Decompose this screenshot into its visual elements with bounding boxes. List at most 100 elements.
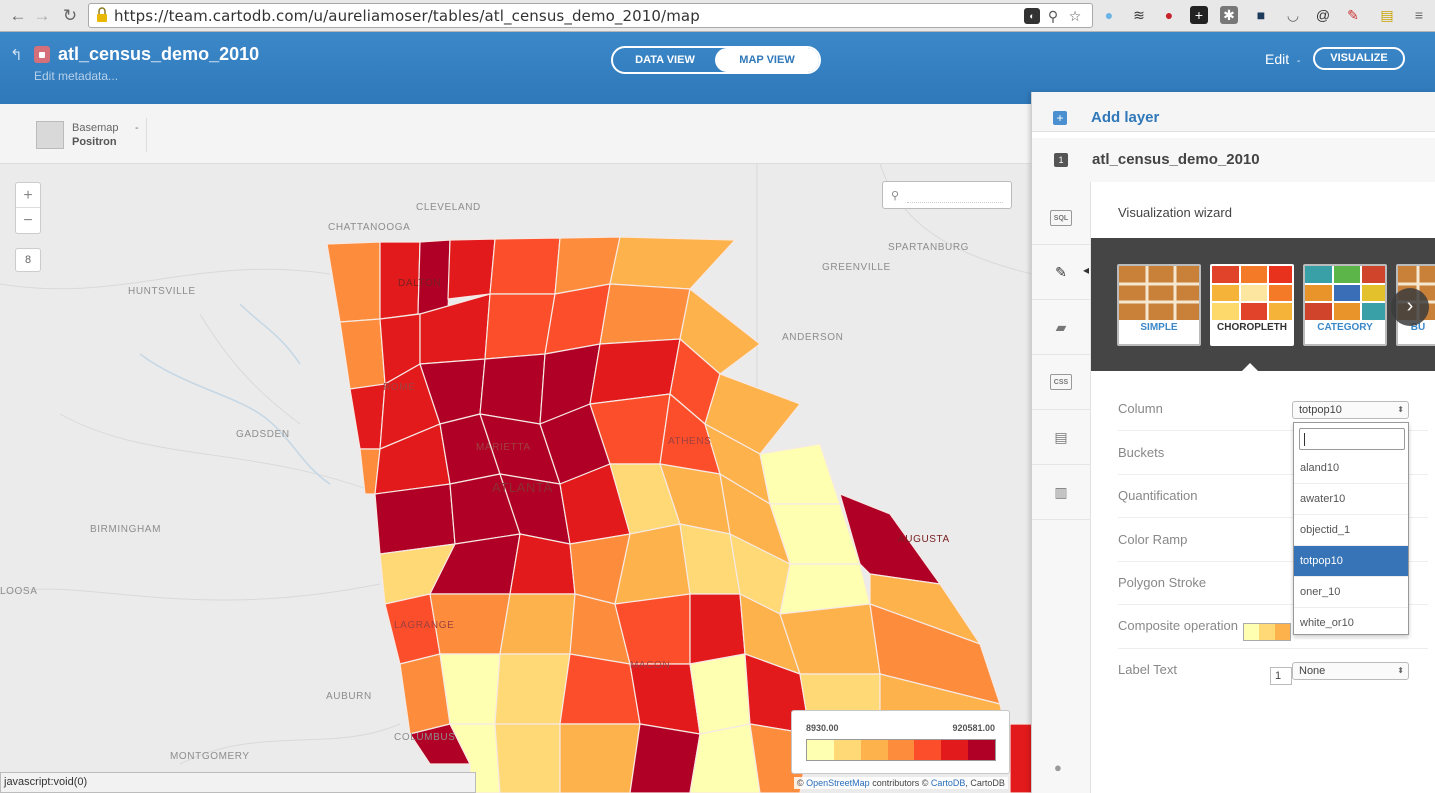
color-ramp-picker[interactable] bbox=[1243, 623, 1291, 641]
basemap-value[interactable]: Positron bbox=[72, 136, 117, 148]
city-label: SPARTANBURG bbox=[888, 242, 970, 253]
lock-ext-icon[interactable]: ■ bbox=[1256, 7, 1266, 23]
legend-icon[interactable]: ▤ bbox=[1054, 429, 1068, 445]
choropleth-tile[interactable]: CHOROPLETH bbox=[1210, 264, 1294, 346]
label-text-select[interactable]: None ⬍ bbox=[1292, 662, 1409, 680]
star-icon[interactable]: ☆ bbox=[1068, 8, 1082, 24]
visualization-type-carousel: SIMPLE CHOROPLETH bbox=[1091, 238, 1435, 372]
layer-number-badge: 1 bbox=[1054, 153, 1068, 167]
city-label: BIRMINGHAM bbox=[90, 524, 161, 535]
dropdown-option-selected[interactable]: totpop10 bbox=[1294, 546, 1408, 577]
dropdown-option[interactable]: aland10 bbox=[1294, 453, 1408, 484]
county-polygons[interactable] bbox=[326, 236, 1032, 793]
map-canvas[interactable]: CHATTANOOGA CLEVELAND SPARTANBURG GREENV… bbox=[0, 164, 1032, 793]
puzzle-icon[interactable]: ✱ bbox=[1220, 6, 1238, 24]
label-text-label: Label Text bbox=[1118, 662, 1178, 677]
property-divider bbox=[1118, 604, 1428, 605]
simple-tile[interactable]: SIMPLE bbox=[1117, 264, 1201, 346]
drop-icon[interactable]: ● bbox=[1104, 7, 1114, 23]
layer-header[interactable]: 1 atl_census_demo_2010 bbox=[1032, 138, 1435, 182]
app-header: ↰ atl_census_demo_2010 Edit metadata... … bbox=[0, 32, 1435, 104]
edit-menu-label: Edit bbox=[1265, 51, 1290, 67]
dropdown-option[interactable]: awater10 bbox=[1294, 484, 1408, 515]
city-label: ROME bbox=[383, 382, 416, 393]
simple-tile-label: SIMPLE bbox=[1140, 322, 1178, 333]
ramp-swatch bbox=[1259, 624, 1275, 640]
osm-link[interactable]: OpenStreetMap bbox=[806, 778, 870, 788]
warning-lock-icon bbox=[97, 7, 107, 22]
add-layer-plus-icon: + bbox=[1053, 111, 1067, 125]
edit-menu[interactable]: Edit - bbox=[1265, 51, 1300, 67]
map-search-input[interactable]: ⚲ bbox=[882, 181, 1012, 209]
city-label: AUGUSTA bbox=[898, 534, 950, 545]
dropdown-search-input[interactable] bbox=[1299, 428, 1405, 450]
magnifier-icon[interactable]: ⚲ bbox=[1047, 8, 1059, 24]
category-tile[interactable]: CATEGORY bbox=[1303, 264, 1387, 346]
tool-separator bbox=[1032, 409, 1091, 410]
basemap-rivers bbox=[139, 303, 331, 485]
at-icon[interactable]: @ bbox=[1315, 7, 1331, 23]
extension-icon[interactable]: ◐ bbox=[1024, 8, 1040, 24]
ramp-swatch bbox=[1274, 624, 1290, 640]
sql-icon[interactable]: SQL bbox=[1050, 210, 1072, 226]
polygon-stroke-input[interactable]: 1 bbox=[1270, 667, 1292, 685]
basemap-thumbnail[interactable] bbox=[36, 121, 64, 149]
zoom-out-button[interactable]: − bbox=[23, 212, 33, 229]
eyedropper-icon[interactable]: ✎ bbox=[1347, 7, 1359, 23]
edit-metadata-link[interactable]: Edit metadata... bbox=[34, 69, 119, 83]
plus-ext-icon[interactable]: + bbox=[1190, 6, 1208, 24]
return-icon[interactable]: ↰ bbox=[10, 47, 23, 64]
css-icon[interactable]: CSS bbox=[1050, 374, 1072, 390]
address-bar[interactable]: https://team.cartodb.com/u/aureliamoser/… bbox=[88, 3, 1093, 28]
cartodb-link[interactable]: CartoDB bbox=[930, 778, 966, 788]
pinterest-icon[interactable]: ● bbox=[1164, 7, 1174, 23]
toolbar-divider bbox=[146, 118, 147, 152]
label-text-value: None bbox=[1299, 665, 1326, 677]
tool-separator bbox=[1032, 354, 1091, 355]
lightbulb-icon[interactable]: ● bbox=[1054, 760, 1062, 775]
visualize-button[interactable]: VISUALIZE bbox=[1313, 47, 1405, 70]
choropleth-tile-label: CHOROPLETH bbox=[1217, 322, 1287, 333]
pocket-icon[interactable]: ◡ bbox=[1286, 7, 1300, 23]
page-title[interactable]: atl_census_demo_2010 bbox=[58, 44, 260, 64]
note-icon[interactable]: ▤ bbox=[1380, 7, 1394, 23]
column-select[interactable]: totpop10 ⬍ bbox=[1292, 401, 1409, 419]
menu-icon[interactable]: ≡ bbox=[1414, 7, 1424, 23]
choropleth-map[interactable] bbox=[0, 164, 1032, 793]
city-label: GADSDEN bbox=[236, 429, 290, 440]
forward-arrow-icon[interactable]: → bbox=[33, 6, 51, 25]
carousel-next-button[interactable]: › bbox=[1391, 288, 1429, 326]
map-view-tab[interactable]: MAP VIEW bbox=[715, 48, 819, 72]
city-label: MACON bbox=[630, 660, 671, 671]
bar-chart-icon[interactable]: ▥ bbox=[1054, 484, 1068, 500]
zoom-control: + − bbox=[15, 182, 41, 234]
layers-icon[interactable]: ≋ bbox=[1133, 7, 1145, 23]
url-text: https://team.cartodb.com/u/aureliamoser/… bbox=[114, 7, 700, 25]
quantification-label: Quantification bbox=[1118, 488, 1198, 503]
dropdown-option[interactable]: objectid_1 bbox=[1294, 515, 1408, 546]
private-lock-icon bbox=[34, 46, 50, 63]
add-layer-row[interactable]: + Add layer bbox=[1032, 92, 1435, 132]
legend-swatch bbox=[833, 740, 861, 760]
browser-toolbar: ← → ↻ https://team.cartodb.com/u/aurelia… bbox=[0, 0, 1435, 32]
infowindow-icon[interactable]: ▰ bbox=[1055, 319, 1067, 335]
city-label: MARIETTA bbox=[476, 442, 531, 453]
data-view-tab[interactable]: DATA VIEW bbox=[635, 54, 695, 66]
property-divider bbox=[1118, 474, 1428, 475]
chevron-updown-icon: ⬍ bbox=[1397, 405, 1404, 414]
dropdown-option[interactable]: white_or10 bbox=[1294, 608, 1408, 639]
layer-name[interactable]: atl_census_demo_2010 bbox=[1092, 151, 1260, 168]
back-arrow-icon[interactable]: ← bbox=[9, 6, 27, 25]
city-label: LOOSA bbox=[0, 586, 38, 597]
wizard-brush-icon[interactable]: ✎ bbox=[1055, 264, 1067, 280]
add-layer-button[interactable]: Add layer bbox=[1091, 109, 1160, 126]
basemap-chevron[interactable]: - bbox=[135, 122, 139, 134]
city-label: HUNTSVILLE bbox=[128, 286, 196, 297]
city-label: MONTGOMERY bbox=[170, 751, 250, 762]
dropdown-option[interactable]: oner_10 bbox=[1294, 577, 1408, 608]
reload-icon[interactable]: ↻ bbox=[62, 6, 78, 25]
column-label: Column bbox=[1118, 401, 1163, 416]
zoom-in-button[interactable]: + bbox=[16, 183, 40, 208]
visualization-wizard: Visualization wizard SIMPLE bbox=[1091, 182, 1435, 793]
attribution-suffix: , CartoDB bbox=[965, 778, 1005, 788]
